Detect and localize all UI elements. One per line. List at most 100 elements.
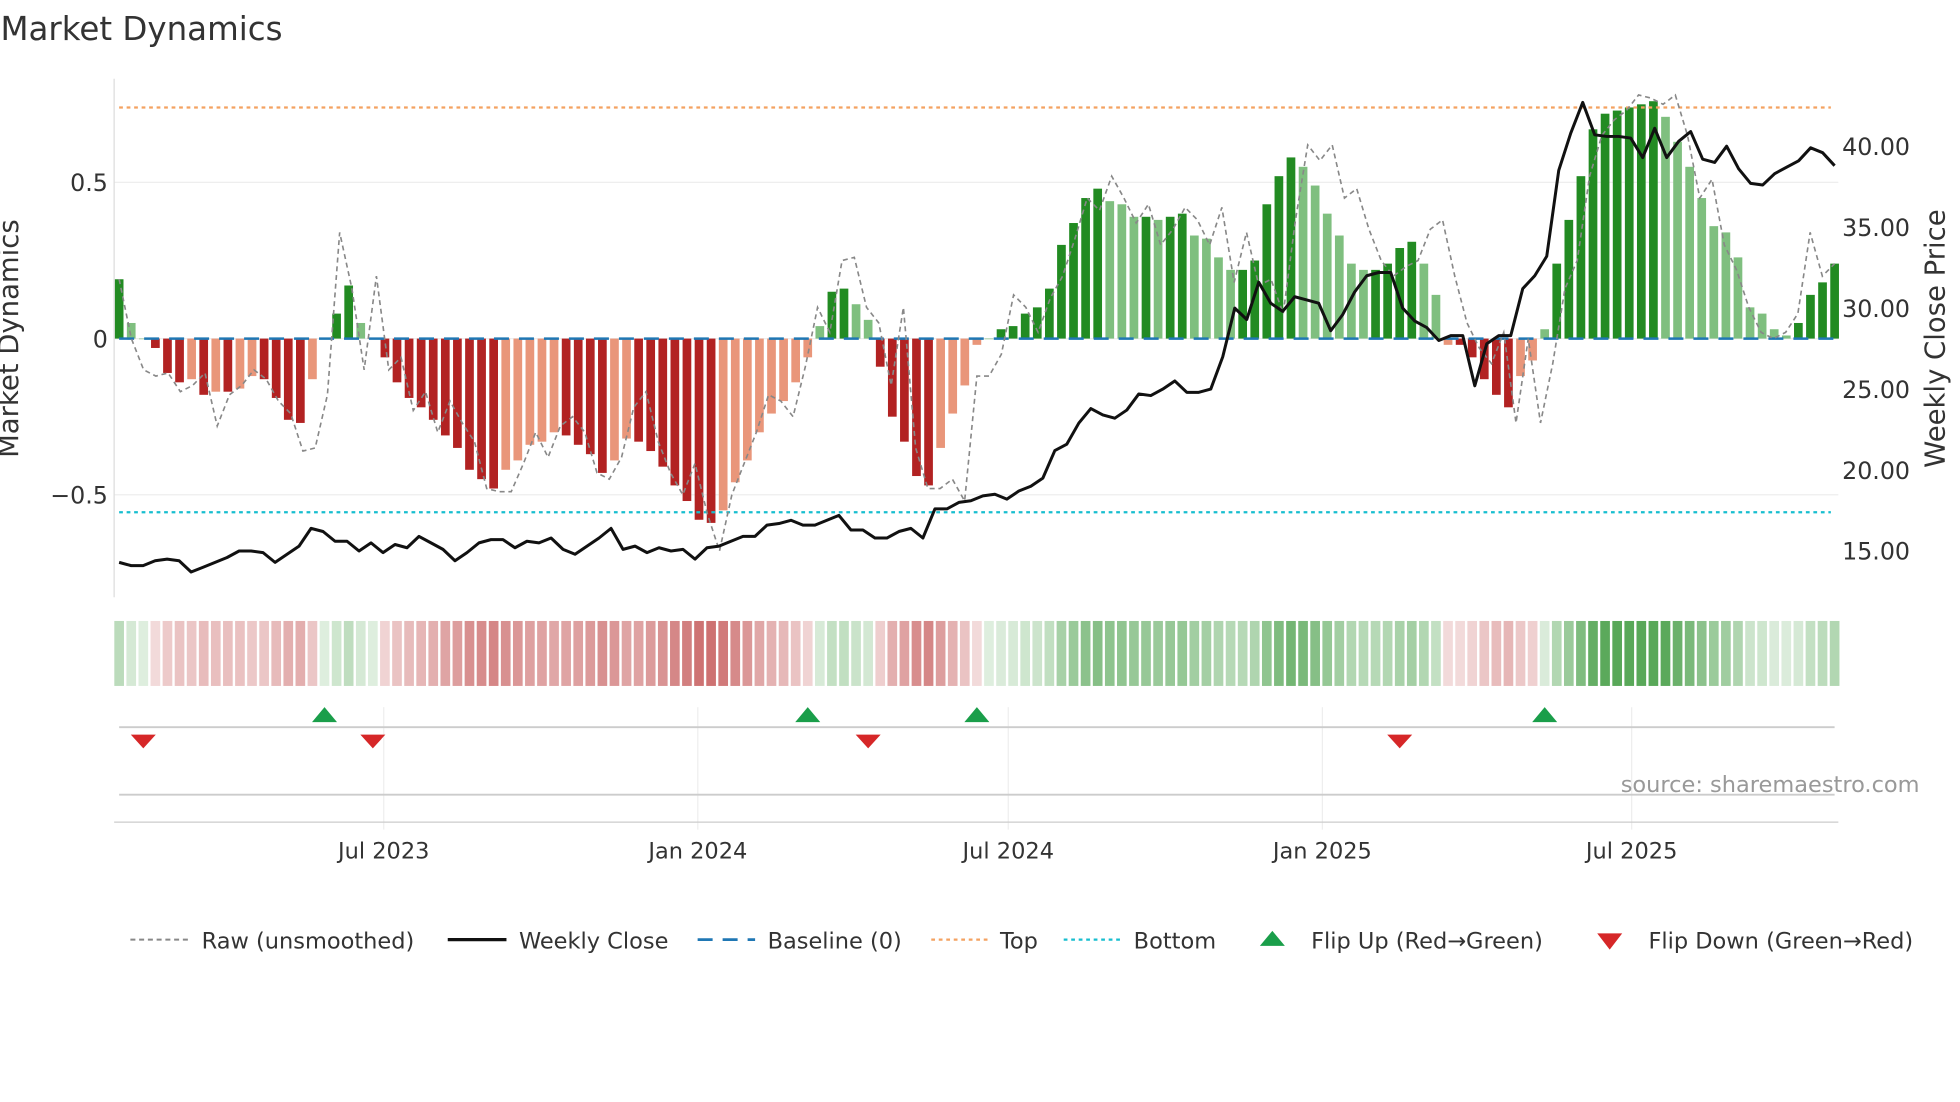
bar	[1492, 338, 1501, 395]
y2-tick-label: 30.00	[1842, 295, 1910, 323]
heat-cell	[1684, 620, 1695, 686]
bar	[416, 338, 426, 408]
bar	[767, 338, 776, 414]
heat-cell	[295, 620, 306, 686]
heat-cell	[972, 620, 982, 686]
heat-cell	[1672, 620, 1683, 686]
heat-cell	[440, 620, 451, 686]
legend-label: Baseline (0)	[768, 928, 902, 954]
triangle-up-icon	[1259, 930, 1285, 946]
bar	[863, 319, 873, 339]
flip-down-marker	[1387, 734, 1413, 749]
bar	[163, 338, 172, 373]
heat-cell	[984, 620, 994, 686]
heat-cell	[1721, 620, 1731, 686]
heat-cell	[1044, 620, 1055, 686]
heat-cell	[1817, 620, 1828, 686]
heat-cell	[138, 620, 149, 686]
x-tick-label: Jul 2024	[961, 838, 1054, 864]
triangle-down-icon	[1597, 933, 1623, 950]
heat-cell	[1527, 620, 1538, 686]
bar	[1238, 269, 1248, 339]
flip-up-marker	[795, 707, 821, 723]
heat-cell	[1370, 620, 1381, 686]
bar	[356, 322, 366, 339]
heat-cell	[657, 620, 668, 686]
legend-item-flip-down: Flip Down (Green→Red)	[1597, 928, 1913, 954]
bar	[1189, 235, 1199, 339]
legend-label: Bottom	[1134, 928, 1216, 954]
legend-item-bottom: Bottom	[1063, 928, 1216, 954]
bar	[1612, 110, 1622, 339]
heat-cell	[1745, 620, 1755, 686]
heat-cell	[1286, 620, 1296, 686]
heat-cell	[814, 620, 825, 686]
line-series	[118, 93, 1836, 574]
heat-cell	[476, 620, 487, 686]
heat-cell	[609, 620, 620, 686]
bar	[380, 338, 390, 358]
heat-cell	[1503, 620, 1514, 686]
heat-cell	[633, 620, 644, 686]
source-text: source: sharemaestro.com	[1621, 772, 1920, 798]
heat-cell	[561, 620, 571, 686]
heat-cell	[1793, 620, 1804, 686]
bar	[948, 338, 958, 414]
bar	[453, 338, 462, 448]
bar	[138, 338, 148, 340]
bar	[791, 338, 801, 383]
bar	[1322, 213, 1332, 339]
bar	[1057, 244, 1066, 339]
flip-up-marker	[1532, 707, 1558, 723]
heat-cell	[1334, 620, 1345, 686]
legend-item-top: Top	[931, 928, 1038, 954]
heat-cell	[1467, 620, 1478, 686]
bar	[851, 304, 861, 339]
heat-cell	[742, 620, 753, 686]
bar	[1371, 269, 1380, 339]
bar	[573, 338, 583, 445]
heat-cell	[368, 620, 378, 686]
bar	[175, 338, 184, 383]
bar	[742, 338, 752, 461]
heat-cell	[1346, 620, 1357, 686]
bar	[1733, 257, 1743, 339]
legend-item-raw: Raw (unsmoothed)	[130, 928, 414, 954]
bar	[1419, 263, 1429, 339]
legend: Raw (unsmoothed) Weekly Close Baseline (…	[130, 928, 1913, 954]
bar	[718, 338, 728, 511]
bar	[1685, 166, 1694, 339]
heat-cell	[1189, 620, 1200, 686]
heat-cell	[488, 620, 499, 686]
heat-cell	[1636, 620, 1647, 686]
bar	[1286, 157, 1296, 339]
bar	[1636, 104, 1646, 339]
bar	[1274, 176, 1284, 339]
heat-cell	[186, 620, 197, 686]
bar	[755, 338, 764, 433]
heat-cell	[899, 620, 910, 686]
heat-cell	[863, 620, 873, 686]
bar	[199, 338, 209, 395]
heat-cell	[1032, 620, 1043, 686]
y-tick-label: 0	[93, 325, 108, 353]
y2-tick-label: 35.00	[1842, 214, 1910, 242]
bar	[283, 338, 293, 420]
bar	[585, 338, 595, 455]
heat-cell	[500, 620, 511, 686]
bar	[1794, 322, 1803, 339]
bar	[1141, 216, 1151, 339]
bar	[549, 338, 559, 433]
bar	[1395, 248, 1405, 339]
bar	[912, 338, 921, 477]
heat-cell	[1068, 620, 1079, 686]
heat-cell	[778, 620, 789, 686]
heat-cell	[1237, 620, 1248, 686]
heat-cell	[670, 620, 680, 686]
heat-cell	[935, 620, 946, 686]
heat-cell	[1564, 620, 1574, 686]
heat-cell	[827, 620, 837, 686]
bar	[1359, 269, 1368, 339]
bar	[900, 338, 909, 442]
heat-cell	[416, 620, 426, 686]
